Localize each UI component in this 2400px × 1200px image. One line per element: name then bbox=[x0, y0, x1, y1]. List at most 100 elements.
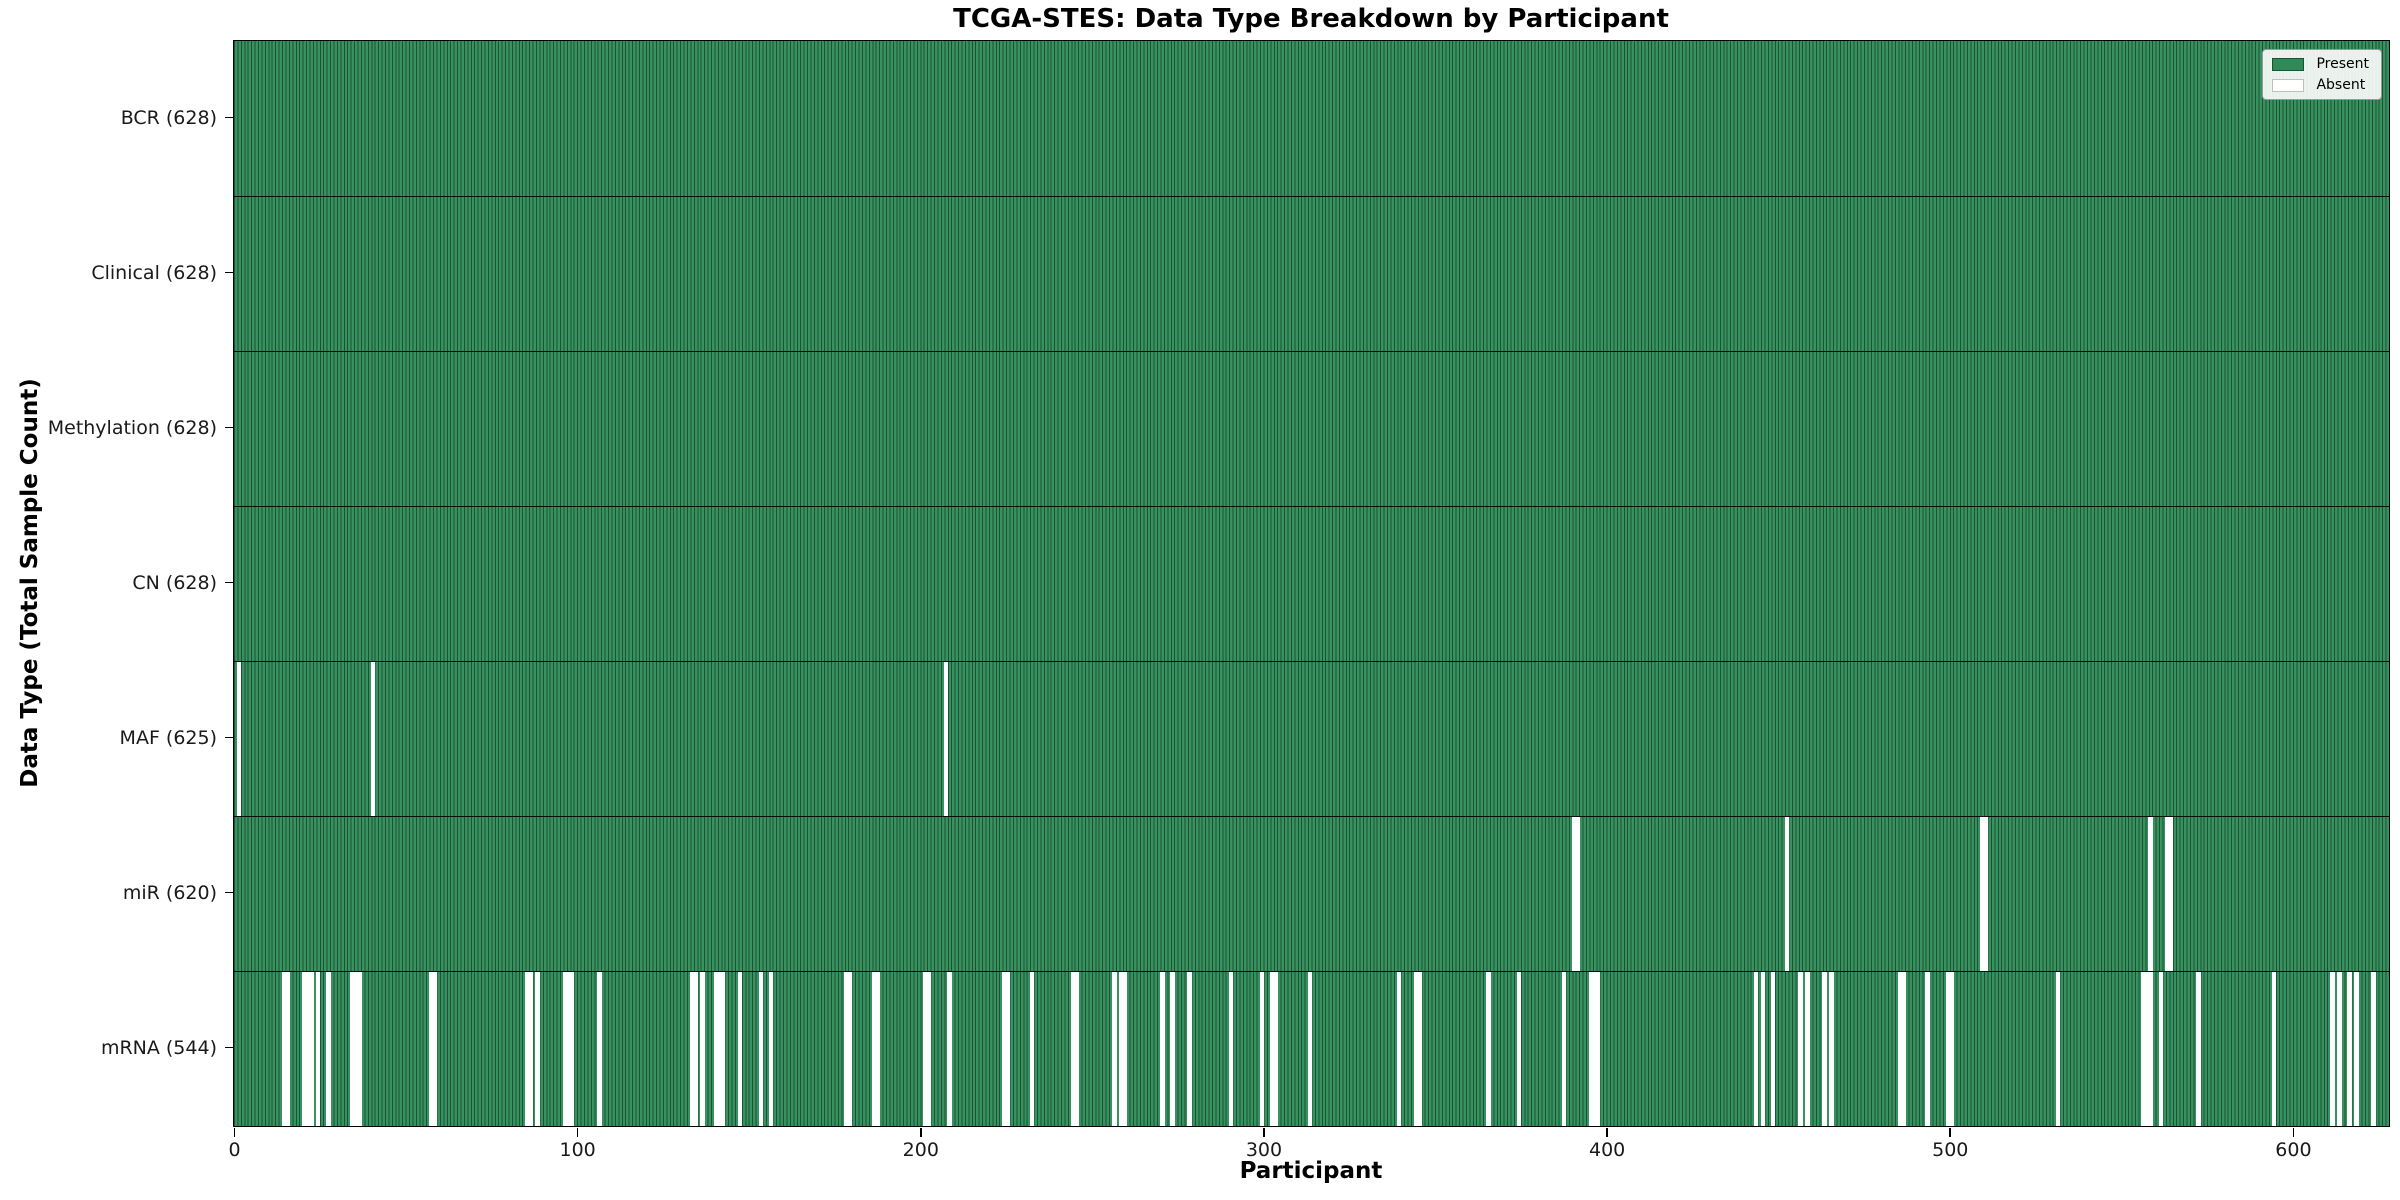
y-tick-label: Methylation (628) bbox=[47, 416, 217, 439]
absent-gap bbox=[566, 972, 571, 1126]
absent-gap bbox=[1307, 972, 1313, 1126]
absent-gap bbox=[305, 972, 311, 1126]
y-tick-label: CN (628) bbox=[132, 571, 217, 594]
x-tick-label: 600 bbox=[2275, 1139, 2312, 1161]
x-tick-mark bbox=[233, 1128, 236, 1137]
absent-gap bbox=[1486, 972, 1491, 1126]
absent-gap bbox=[2337, 972, 2342, 1126]
x-tick-label: 200 bbox=[902, 1139, 939, 1161]
y-tick-mark bbox=[225, 271, 233, 274]
absent-gap bbox=[2196, 972, 2201, 1126]
legend: Present Absent bbox=[2262, 49, 2382, 100]
legend-label: Absent bbox=[2316, 77, 2366, 93]
absent-gap bbox=[926, 972, 932, 1126]
absent-gap bbox=[1396, 972, 1402, 1126]
absent-gap bbox=[943, 662, 949, 816]
row-clinical bbox=[234, 196, 2389, 351]
absent-gap bbox=[1829, 972, 1834, 1126]
x-tick-mark bbox=[1606, 1128, 1608, 1137]
absent-gap bbox=[353, 972, 359, 1126]
absent-gap bbox=[1070, 972, 1076, 1126]
absent-gap bbox=[1588, 972, 1594, 1126]
absent-gap bbox=[1002, 972, 1007, 1126]
absent-gap bbox=[1413, 972, 1419, 1126]
absent-gap bbox=[370, 662, 376, 816]
absent-gap bbox=[875, 972, 880, 1126]
absent-gap bbox=[1187, 972, 1192, 1126]
absent-gap bbox=[1122, 972, 1127, 1126]
absent-gap bbox=[1798, 972, 1803, 1126]
absent-gap bbox=[2148, 972, 2153, 1126]
absent-gap bbox=[1925, 972, 1930, 1126]
y-tick-mark bbox=[225, 736, 233, 739]
absent-gap bbox=[713, 972, 719, 1126]
y-tick-label: MAF (625) bbox=[119, 726, 217, 749]
absent-gap bbox=[1945, 972, 1951, 1126]
absent-gap bbox=[1592, 972, 1597, 1126]
absent-gap bbox=[535, 972, 540, 1126]
chart-title: TCGA-STES: Data Type Breakdown by Partic… bbox=[953, 4, 1669, 34]
absent-gap bbox=[1805, 972, 1810, 1126]
absent-gap bbox=[1170, 972, 1175, 1126]
absent-gap bbox=[1897, 972, 1903, 1126]
absent-gap bbox=[2271, 972, 2277, 1126]
absent-gap bbox=[236, 662, 242, 816]
absent-gap bbox=[2158, 972, 2164, 1126]
absent-gap bbox=[429, 972, 434, 1126]
absent-gap bbox=[597, 972, 602, 1126]
absent-gap bbox=[315, 972, 321, 1126]
absent-gap bbox=[2347, 972, 2352, 1126]
y-tick-label: miR (620) bbox=[122, 881, 217, 904]
absent-gap bbox=[1760, 972, 1766, 1126]
row-methylation bbox=[234, 351, 2389, 506]
absent-gap bbox=[1784, 817, 1790, 971]
x-tick-mark bbox=[576, 1128, 579, 1137]
absent-gap bbox=[871, 972, 877, 1126]
x-tick-label: 0 bbox=[228, 1139, 241, 1161]
absent-gap bbox=[308, 972, 314, 1126]
absent-gap bbox=[737, 972, 743, 1126]
absent-gap bbox=[717, 972, 722, 1126]
absent-gap bbox=[1561, 972, 1567, 1126]
y-tick-label: Clinical (628) bbox=[91, 261, 217, 284]
absent-gap bbox=[844, 972, 849, 1126]
row-mir bbox=[234, 816, 2389, 971]
row-maf bbox=[234, 661, 2389, 816]
row-cn bbox=[234, 506, 2389, 661]
absent-gap bbox=[1575, 817, 1580, 971]
legend-label: Present bbox=[2316, 56, 2369, 72]
absent-gap bbox=[1005, 972, 1011, 1126]
present-swatch-icon bbox=[2272, 57, 2305, 71]
absent-swatch-icon bbox=[2272, 78, 2305, 92]
absent-gap bbox=[1595, 972, 1601, 1126]
y-tick-mark bbox=[225, 1046, 233, 1049]
absent-gap bbox=[2168, 817, 2174, 971]
absent-gap bbox=[2144, 972, 2150, 1126]
row-bcr bbox=[234, 41, 2389, 196]
absent-gap bbox=[1228, 972, 1234, 1126]
absent-gap bbox=[1983, 817, 1989, 971]
absent-gap bbox=[2165, 817, 2170, 971]
absent-gap bbox=[284, 972, 290, 1126]
absent-gap bbox=[1160, 972, 1165, 1126]
y-tick-label: mRNA (544) bbox=[100, 1036, 217, 1059]
absent-gap bbox=[2354, 972, 2359, 1126]
legend-item-absent: Absent bbox=[2272, 78, 2369, 92]
x-tick-label: 500 bbox=[1932, 1139, 1969, 1161]
legend-item-present: Present bbox=[2272, 57, 2369, 71]
absent-gap bbox=[947, 972, 952, 1126]
absent-gap bbox=[1770, 972, 1776, 1126]
x-tick-label: 100 bbox=[559, 1139, 596, 1161]
x-tick-mark bbox=[1949, 1128, 1952, 1137]
absent-gap bbox=[1753, 972, 1759, 1126]
absent-gap bbox=[525, 972, 530, 1126]
absent-gap bbox=[2148, 817, 2153, 971]
absent-gap bbox=[357, 972, 362, 1126]
absent-gap bbox=[562, 972, 568, 1126]
absent-gap bbox=[1822, 972, 1827, 1126]
absent-gap bbox=[923, 972, 928, 1126]
absent-gap bbox=[1949, 972, 1954, 1126]
absent-gap bbox=[1273, 972, 1278, 1126]
y-tick-mark bbox=[225, 891, 233, 894]
